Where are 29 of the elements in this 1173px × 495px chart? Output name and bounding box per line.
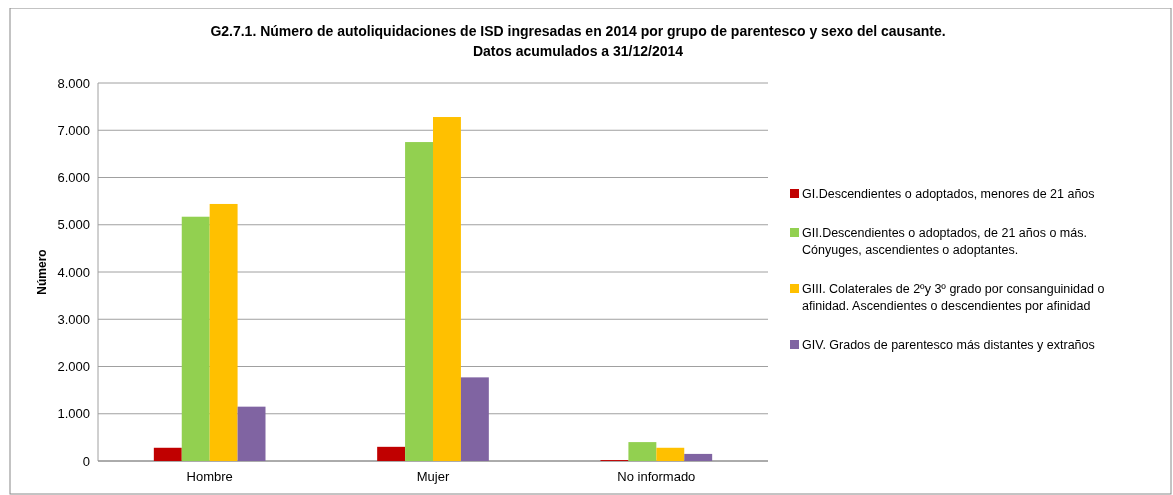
y-axis-title: Número [35, 249, 49, 295]
legend-label: GIV. Grados de parentesco más distantes y extraños [802, 338, 1095, 352]
legend-label: GII.Descendientes o adoptados, de 21 años o más. Cónyuges, ascendientes o adoptantes. [802, 226, 1087, 257]
legend-label: GI.Descendientes o adoptados, menores de 21 años [802, 187, 1095, 201]
bar [181, 216, 210, 461]
y-tick-label: 1.000 [57, 406, 90, 422]
bar [237, 406, 266, 461]
bar [460, 377, 489, 461]
x-tick-label: Hombre [186, 469, 233, 484]
x-tick-label: Mujer [416, 469, 450, 484]
bar [628, 442, 657, 461]
y-tick-label: 6.000 [57, 170, 90, 186]
bar [153, 447, 182, 461]
y-tick-label: 5.000 [57, 217, 90, 233]
y-tick-label: 4.000 [57, 264, 90, 280]
y-tick-label: 2.000 [57, 359, 90, 375]
bar [405, 142, 433, 461]
y-tick-label: 8.000 [57, 75, 90, 91]
bar [209, 203, 238, 461]
bar [684, 453, 713, 461]
legend-label: GIII. Colaterales de 2ºy 3º grado por consanguinidad o afinidad. Ascendientes o descendientes por afinidad [802, 282, 1105, 313]
y-tick-label: 7.000 [57, 122, 90, 138]
bar [433, 117, 461, 461]
y-tick-label: 3.000 [57, 311, 90, 327]
y-tick-label: 0 [82, 453, 90, 469]
bar [656, 447, 685, 461]
chart-title: G2.7.1. Número de autoliquidaciones de ISD ingresadas en 2014 por grupo de parentesco y sexo del causante. Datos acumulados a 31/12/2014 [210, 23, 946, 59]
bar [377, 446, 406, 461]
x-tick-label: No informado [617, 469, 696, 484]
